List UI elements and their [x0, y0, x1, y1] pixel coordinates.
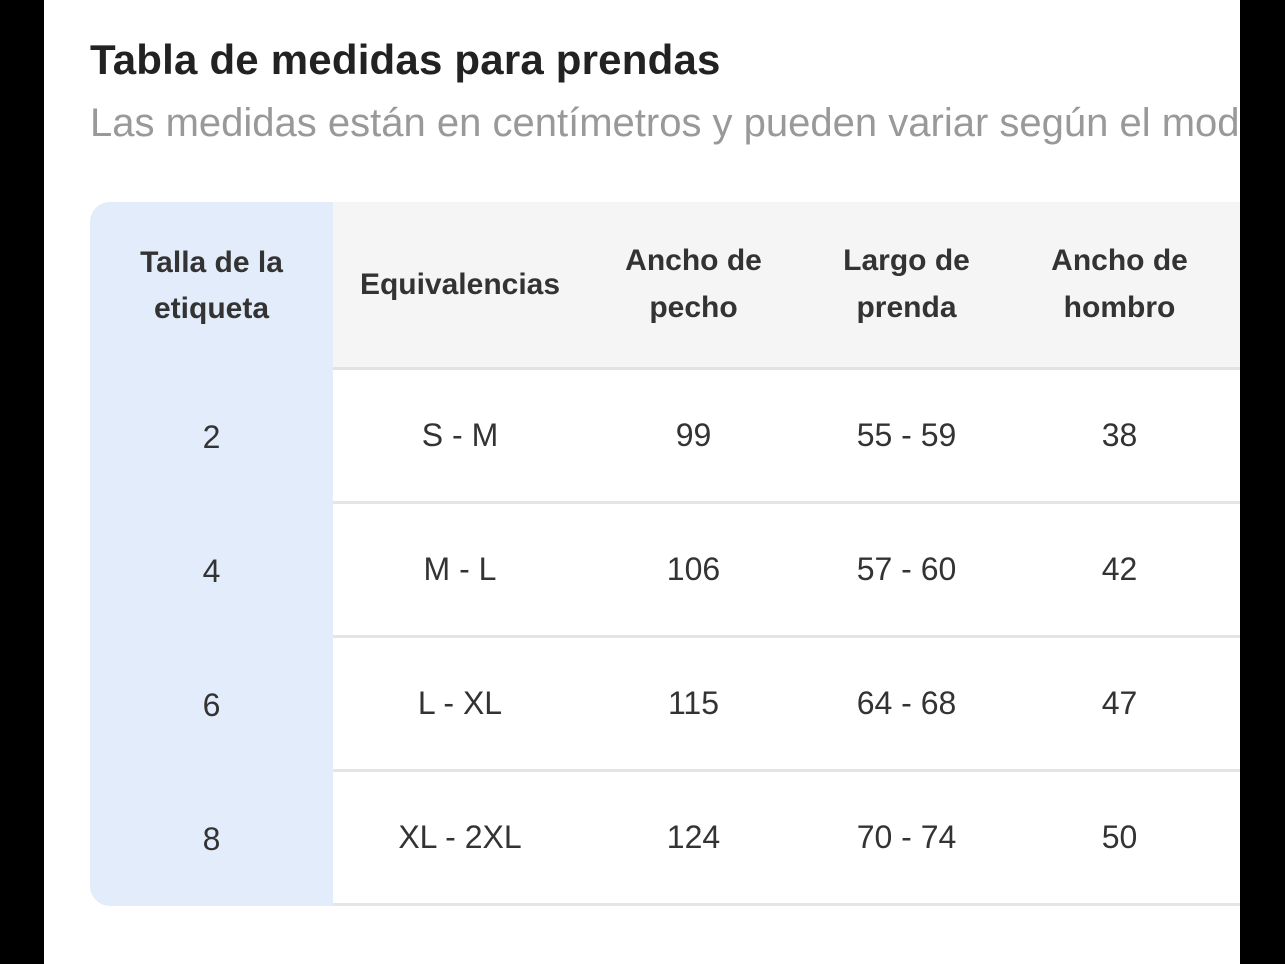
cell-equivalencia: M - L	[333, 504, 587, 639]
cell-ancho-hombro: 50	[1013, 772, 1226, 907]
cell-equivalencia: XL - 2XL	[333, 772, 587, 907]
cell-equivalencia: L - XL	[333, 638, 587, 773]
column-header-clipped	[1226, 202, 1240, 371]
cell-clipped	[1226, 370, 1240, 505]
column-header-talla-etiqueta: Talla de la etiqueta	[90, 202, 333, 371]
cell-talla: 2	[90, 370, 333, 505]
column-header-ancho-pecho: Ancho de pecho	[587, 202, 800, 371]
cell-ancho-hombro: 38	[1013, 370, 1226, 505]
cell-largo-prenda: 64 - 68	[800, 638, 1013, 773]
size-chart-table[interactable]: Talla de la etiqueta Equivalencias Ancho…	[90, 202, 1240, 907]
cell-ancho-pecho: 115	[587, 638, 800, 773]
table-row: 2 S - M 99 55 - 59 38	[90, 370, 1240, 505]
cell-ancho-pecho: 124	[587, 772, 800, 907]
cell-clipped	[1226, 638, 1240, 773]
size-chart-content: Tabla de medidas para prendas Las medida…	[44, 0, 1240, 907]
cell-largo-prenda: 70 - 74	[800, 772, 1013, 907]
cell-talla: 8	[90, 772, 333, 907]
table-row: 4 M - L 106 57 - 60 42	[90, 504, 1240, 639]
table-row: 8 XL - 2XL 124 70 - 74 50	[90, 772, 1240, 907]
cell-ancho-pecho: 99	[587, 370, 800, 505]
cell-talla: 4	[90, 504, 333, 639]
size-chart-modal: Tabla de medidas para prendas Las medida…	[44, 0, 1240, 964]
cell-largo-prenda: 57 - 60	[800, 504, 1013, 639]
cell-equivalencia: S - M	[333, 370, 587, 505]
cell-ancho-hombro: 42	[1013, 504, 1226, 639]
table-header-row: Talla de la etiqueta Equivalencias Ancho…	[90, 202, 1240, 371]
cell-ancho-pecho: 106	[587, 504, 800, 639]
cell-ancho-hombro: 47	[1013, 638, 1226, 773]
column-header-largo-prenda: Largo de prenda	[800, 202, 1013, 371]
cell-largo-prenda: 55 - 59	[800, 370, 1013, 505]
size-chart-subtitle: Las medidas están en centímetros y puede…	[90, 101, 1240, 146]
cell-talla: 6	[90, 638, 333, 773]
page-title: Tabla de medidas para prendas	[90, 36, 721, 83]
column-header-ancho-hombro: Ancho de hombro	[1013, 202, 1226, 371]
cell-clipped	[1226, 504, 1240, 639]
column-header-equivalencias: Equivalencias	[333, 202, 587, 371]
cell-clipped	[1226, 772, 1240, 907]
table-row: 6 L - XL 115 64 - 68 47	[90, 638, 1240, 773]
